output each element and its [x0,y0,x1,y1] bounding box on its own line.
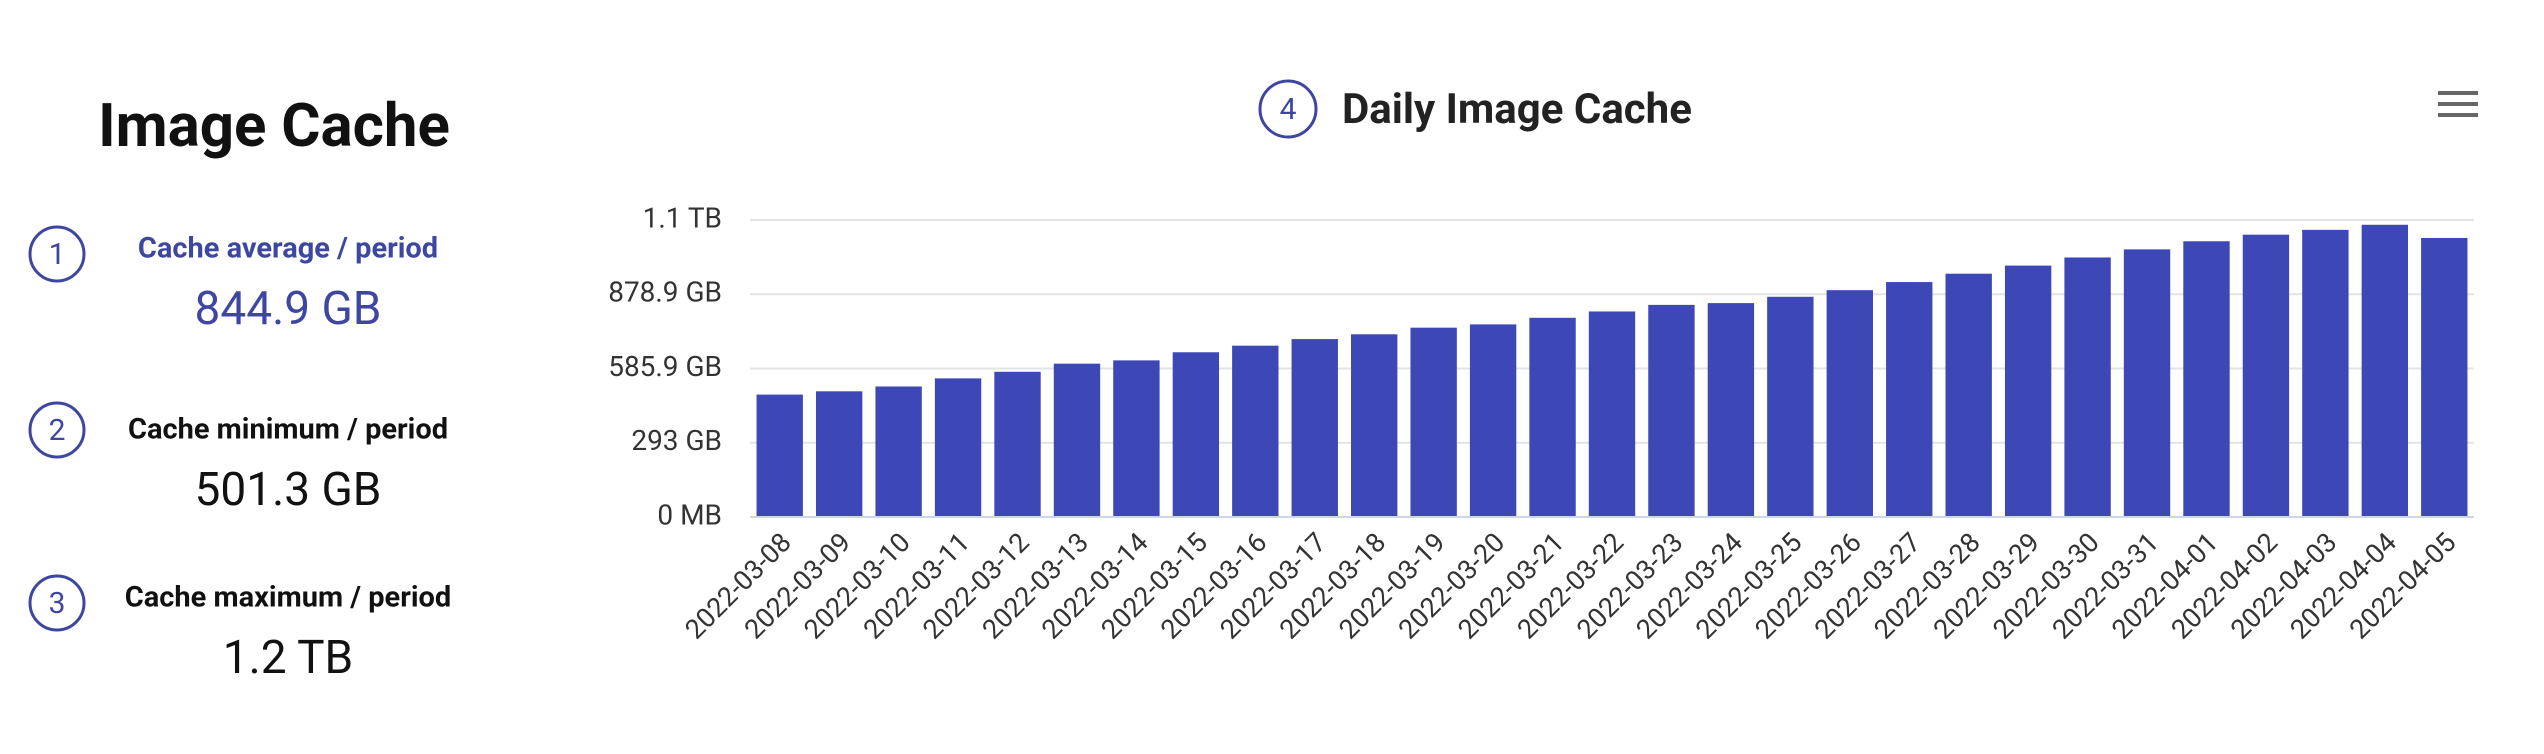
stat-value: 1.2 TB [223,631,353,685]
stat-badge [28,225,86,283]
menu-button[interactable] [2436,86,2480,122]
y-tick-label: 585.9 GB [608,350,722,383]
stat-number: 2 [49,413,66,448]
y-tick-label: 0 MB [657,498,722,531]
bar [1469,324,1517,517]
bar [2064,257,2111,517]
bar [1826,290,1873,517]
bar [2123,249,2171,518]
chart-badge [1258,79,1318,139]
bar [875,386,922,517]
bar [1053,363,1101,517]
bar [1945,273,1992,517]
bar [1291,339,1338,517]
bar [2302,229,2349,517]
bar [1410,327,1457,517]
bar [1648,304,1695,517]
bar [994,371,1041,517]
stat: 3 Cache maximum / period 1.2 TB [28,574,451,685]
bar [1351,334,1398,517]
chart-number: 4 [1280,92,1297,127]
stat-number: 3 [49,586,66,621]
stat-label: Cache minimum / period [128,413,448,447]
stat: 1 Cache average / period 844.9 GB [28,225,438,336]
bar [1232,345,1279,517]
panel-title: Image Cache [98,90,450,161]
bar [2004,265,2052,517]
stat-label: Cache maximum / period [125,581,451,615]
stat-value: 501.3 GB [195,463,382,517]
bar [1767,296,1814,517]
bar [1886,282,1933,517]
y-tick-label: 293 GB [631,424,722,457]
chart-title: Daily Image Cache [1342,85,1692,134]
bar [2421,237,2468,517]
bar [2242,234,2290,517]
bar [815,391,863,517]
stat-badge [28,401,86,459]
bar [1172,352,1220,517]
bar [756,394,803,517]
stat-label: Cache average / period [138,232,438,266]
bar [1529,317,1576,517]
bar [1707,303,1755,517]
bar [934,378,982,517]
y-tick-label: 878.9 GB [608,276,722,309]
bar [2183,241,2230,517]
stat-badge [28,574,86,632]
bar [1588,311,1636,517]
bar [2361,224,2409,517]
y-tick-label: 1.1 TB [643,201,722,234]
stat-value: 844.9 GB [195,282,382,336]
stat-number: 1 [49,237,66,272]
bar [1113,360,1160,517]
stat: 2 Cache minimum / period 501.3 GB [28,401,448,517]
